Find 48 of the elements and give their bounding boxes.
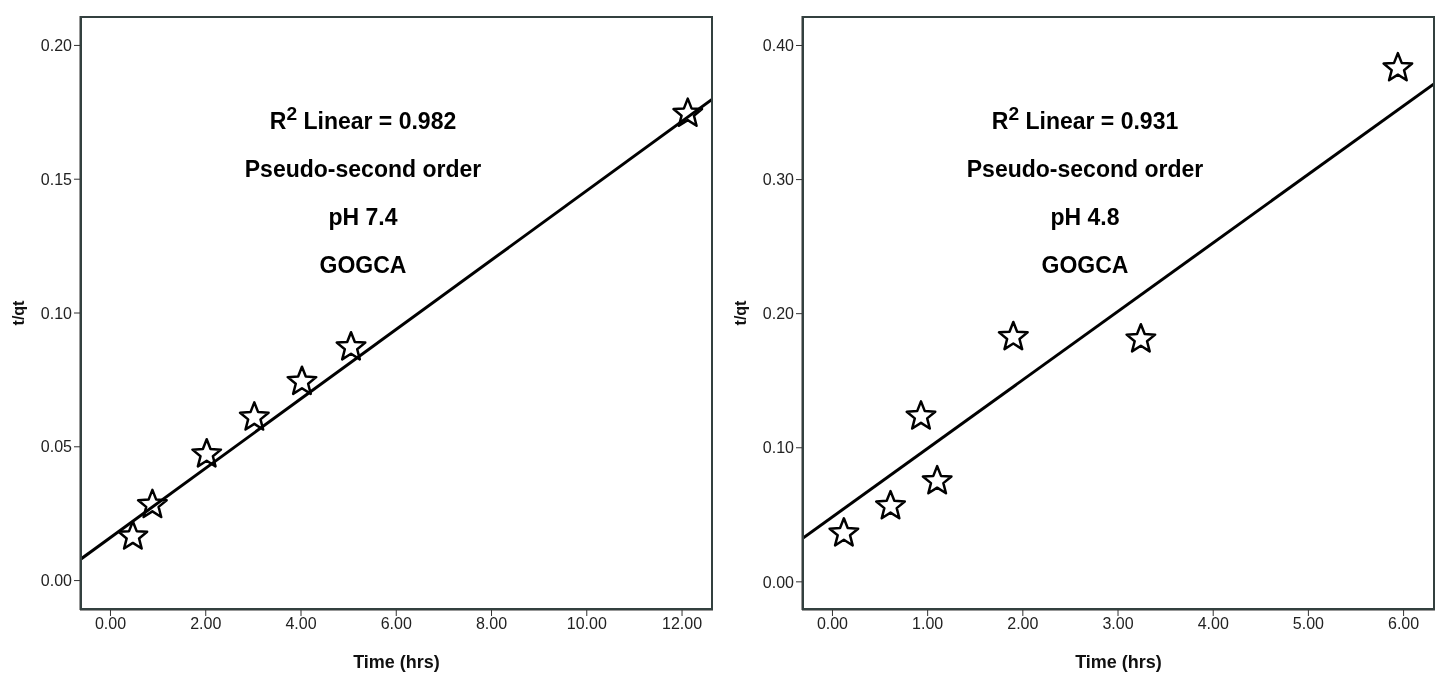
point [997,320,1029,351]
point [1125,323,1157,353]
x-tick-label: 1.00 [912,615,944,633]
annotation: R$^{2}$ Linear = 0.931 [990,102,1180,136]
y-tick-label: 0.20 [762,305,795,323]
annotation: pH 4.8 [1049,202,1121,232]
point [286,365,318,396]
point [905,400,937,430]
y-tick-label: 0.00 [762,573,795,591]
x-tick-label: 2.00 [190,615,222,633]
x-tick-label: 8.00 [475,615,508,633]
y-tick-label: 0.40 [762,37,795,55]
y-tick-label: 0.15 [40,170,73,188]
y-tick-label: 0.05 [40,438,73,456]
point [1382,51,1414,82]
annotation: Pseudo-second order [243,154,483,184]
y-tick-label: 0.10 [40,304,73,322]
y-tick-label: 0.00 [40,572,73,590]
annotation: GOGCA [318,250,408,280]
point [191,438,223,468]
x-tick-label: 6.00 [1388,615,1420,633]
y-tick-label: 0.30 [762,171,795,189]
x-axis-title: Time (hrs) [1075,652,1162,672]
annotation: pH 7.4 [327,202,399,232]
x-axis-title: Time (hrs) [353,652,440,672]
x-tick-label: 12.00 [662,615,703,633]
point [335,331,367,361]
x-tick-label: 3.00 [1102,615,1134,633]
annotation: Pseudo-second order [965,154,1205,184]
point [921,464,953,495]
x-tick-label: 4.00 [1197,615,1229,633]
x-tick-label: 10.00 [566,615,607,633]
annotation: R$^{2}$ Linear = 0.982 [268,102,458,136]
y-tick-label: 0.20 [40,37,73,55]
x-tick-label: 5.00 [1292,615,1325,633]
y-axis-title: t/qt [731,299,749,326]
x-tick-label: 4.00 [285,615,317,633]
annotation: GOGCA [1040,250,1130,280]
y-axis-title: t/qt [9,299,27,326]
x-tick-label: 0.00 [94,615,127,633]
y-tick-label: 0.10 [762,439,795,457]
x-tick-label: 0.00 [816,615,849,633]
x-tick-label: 6.00 [380,615,412,633]
point [875,489,907,520]
x-tick-label: 2.00 [1007,615,1039,633]
point [117,520,149,550]
point [828,517,860,547]
point [238,401,270,431]
